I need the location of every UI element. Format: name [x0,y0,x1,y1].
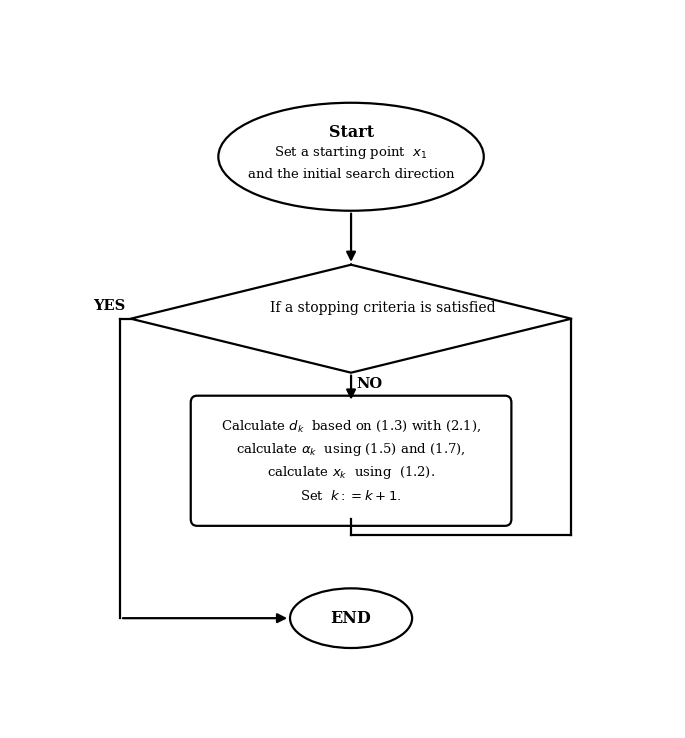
Text: NO: NO [357,377,383,391]
Text: calculate $x_k$  using  (1.2).: calculate $x_k$ using (1.2). [267,464,435,481]
Text: Calculate $d_k$  based on (1.3) with (2.1),: Calculate $d_k$ based on (1.3) with (2.1… [221,418,481,433]
Text: If a stopping criteria is satisfied: If a stopping criteria is satisfied [270,302,496,315]
Text: Set  $k := k+1.$: Set $k := k+1.$ [301,489,401,503]
Text: Start: Start [329,125,373,142]
Text: YES: YES [93,299,125,313]
Text: calculate $\alpha_k$  using (1.5) and (1.7),: calculate $\alpha_k$ using (1.5) and (1.… [236,441,466,458]
Text: and the initial search direction: and the initial search direction [248,168,454,182]
Text: Set a starting point  $x_1$: Set a starting point $x_1$ [274,144,428,161]
Text: END: END [331,610,371,627]
